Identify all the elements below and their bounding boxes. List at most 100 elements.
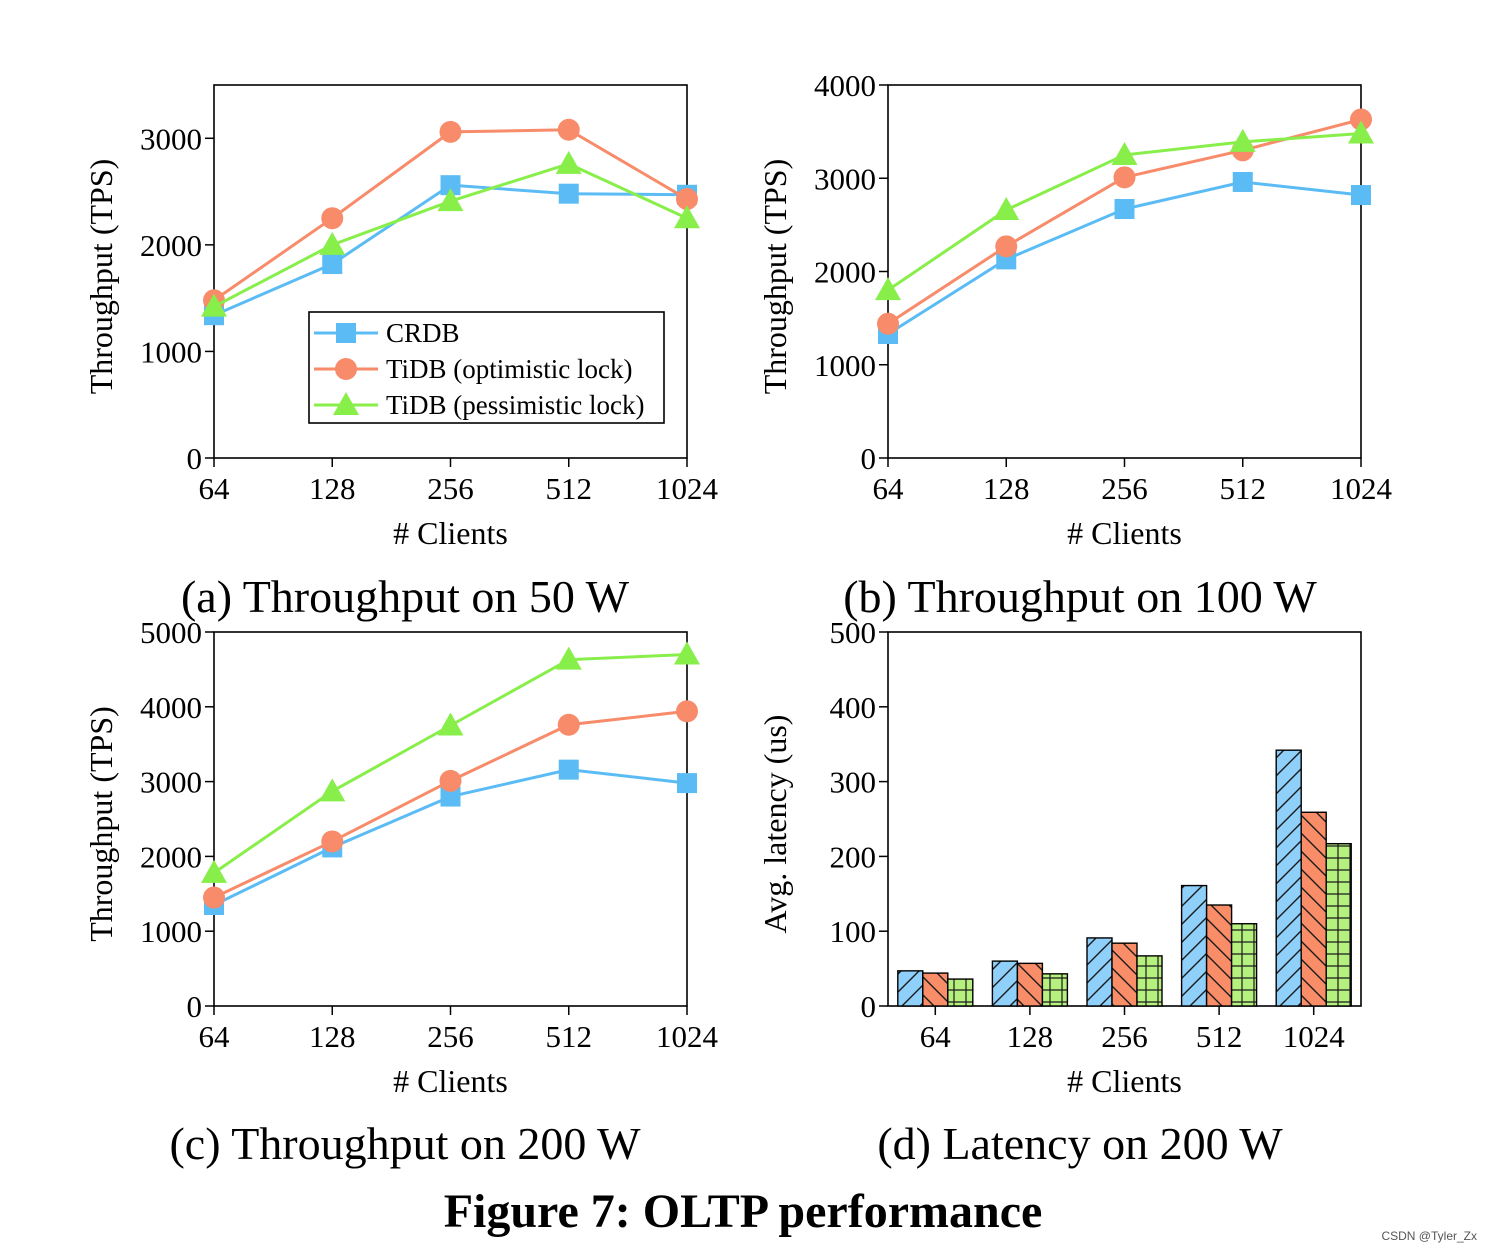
y-tick-label: 3000 (140, 765, 202, 800)
x-tick-label: 64 (199, 1019, 231, 1054)
y-tick-label: 5000 (140, 615, 202, 650)
x-tick-label: 64 (873, 471, 905, 506)
y-tick-label: 2000 (140, 839, 202, 874)
x-tick-label: 512 (546, 1019, 593, 1054)
series-tidb-pessimistic-lock (201, 150, 700, 317)
watermark: CSDN @Tyler_Zx (1381, 1229, 1477, 1243)
bar-crdb-1024 (1275, 749, 1302, 1007)
point-tidb-pessimistic-lock-256 (437, 188, 464, 212)
point-tidb-pessimistic-lock-128 (993, 196, 1020, 220)
x-tick-label: 1024 (656, 471, 719, 506)
y-axis-label: Throughput (TPS) (757, 159, 793, 395)
point-crdb-256 (440, 786, 461, 807)
point-tidb-pessimistic-lock-512 (555, 150, 582, 174)
x-tick-label: 1024 (1330, 471, 1393, 506)
point-tidb-optimistic-lock-128 (321, 207, 344, 230)
point-tidb-optimistic-lock-64 (877, 312, 899, 335)
y-tick-label: 3000 (140, 121, 202, 156)
point-tidb-optimistic-lock-64 (203, 886, 225, 909)
plot-area-frame (213, 631, 688, 1007)
bar-tidb-optimistic-lock-128 (1016, 962, 1044, 1007)
y-axis-label: Throughput (TPS) (83, 706, 119, 942)
bar-tidb-optimistic-lock-512 (1205, 904, 1233, 1007)
point-crdb-512 (1232, 171, 1253, 192)
point-crdb-128 (322, 254, 343, 275)
chart-d-latency-200w: 0 100 200 300 400 500 64 128 256 512 1024 # Clients… (757, 615, 1362, 1099)
caption-a: (a) Throughput on 50 W (181, 571, 630, 622)
plot-area-frame (887, 84, 1362, 459)
point-tidb-optimistic-lock-512 (557, 118, 580, 141)
y-tick-label: 200 (830, 839, 877, 874)
bar-tidb-optimistic-lock-64 (922, 972, 949, 1007)
x-axis-label: # Clients (393, 515, 508, 551)
caption-c: (c) Throughput on 200 W (169, 1118, 641, 1169)
x-tick-label: 128 (309, 471, 356, 506)
y-axis-label: Avg. latency (us) (757, 715, 793, 934)
x-tick-label: 128 (1007, 1019, 1054, 1054)
caption-b: (b) Throughput on 100 W (843, 571, 1317, 622)
y-tick-label: 300 (830, 765, 877, 800)
legend-label-tidb-optimistic-lock: TiDB (optimistic lock) (386, 354, 633, 384)
bar-tidb-pessimistic-lock-64 (947, 978, 974, 1007)
x-axis-label: # Clients (1067, 1063, 1182, 1099)
bar-crdb-256 (1086, 937, 1113, 1007)
x-tick-label: 512 (546, 471, 593, 506)
caption-d: (d) Latency on 200 W (877, 1118, 1283, 1169)
point-tidb-pessimistic-lock-64 (201, 859, 227, 883)
bar-crdb-64 (897, 970, 924, 1007)
legend-label-crdb: CRDB (386, 318, 460, 348)
y-axis-label: Throughput (TPS) (83, 159, 119, 395)
line-tidb-pessimistic-lock (213, 652, 688, 875)
y-tick-label: 1000 (140, 914, 202, 949)
point-crdb-256 (440, 175, 461, 196)
point-tidb-pessimistic-lock-1024 (674, 205, 700, 229)
y-tick-label: 400 (830, 690, 877, 725)
point-tidb-optimistic-lock-128 (995, 235, 1018, 258)
point-tidb-optimistic-lock-256 (439, 769, 462, 792)
x-tick-label: 64 (920, 1019, 952, 1054)
x-tick-label: 128 (309, 1019, 356, 1054)
point-crdb-1024 (677, 773, 697, 794)
series-tidb-pessimistic-lock (875, 120, 1374, 301)
series-tidb-optimistic-lock (203, 700, 698, 909)
bar-crdb-512 (1180, 884, 1208, 1007)
x-tick-label: 1024 (1283, 1019, 1346, 1054)
x-tick-label: 1024 (656, 1019, 719, 1054)
x-tick-label: 128 (983, 471, 1030, 506)
legend-marker-tidb-optimistic-lock (335, 358, 357, 380)
x-tick-label: 512 (1196, 1019, 1243, 1054)
x-tick-label: 256 (427, 471, 474, 506)
point-tidb-pessimistic-lock-256 (1111, 141, 1138, 165)
point-crdb-512 (558, 759, 579, 780)
y-tick-label: 1000 (140, 334, 202, 369)
bar-tidb-pessimistic-lock-256 (1136, 955, 1163, 1007)
y-tick-label: 3000 (814, 161, 876, 196)
point-tidb-optimistic-lock-128 (321, 830, 344, 853)
y-tick-label: 0 (187, 441, 203, 476)
x-tick-label: 256 (1101, 1019, 1148, 1054)
legend-marker-crdb (336, 323, 356, 343)
x-tick-label: 256 (1101, 471, 1148, 506)
legend: CRDB TiDB (optimistic lock) TiDB (pessimis… (308, 311, 665, 424)
bar-crdb-128 (991, 960, 1019, 1007)
x-axis-label: # Clients (1067, 515, 1182, 551)
y-tick-label: 0 (861, 989, 877, 1024)
x-axis-label: # Clients (393, 1063, 508, 1099)
chart-c-throughput-200w: 0 1000 2000 3000 4000 5000 64 128 256 512 1024 # Cl… (83, 615, 719, 1099)
series-tidb-pessimistic-lock (201, 641, 700, 883)
bar-tidb-optimistic-lock-256 (1111, 942, 1138, 1007)
y-tick-label: 4000 (814, 68, 876, 103)
line-tidb-optimistic-lock (213, 128, 688, 302)
point-tidb-pessimistic-lock-128 (319, 778, 346, 802)
x-tick-label: 256 (427, 1019, 474, 1054)
y-tick-label: 2000 (814, 255, 876, 290)
figure-title: Figure 7: OLTP performance (444, 1185, 1043, 1238)
legend-marker-tidb-pessimistic-lock (333, 392, 359, 415)
point-tidb-pessimistic-lock-512 (1229, 128, 1256, 152)
x-tick-label: 64 (199, 471, 231, 506)
point-tidb-optimistic-lock-256 (439, 120, 462, 143)
point-tidb-optimistic-lock-1024 (676, 188, 698, 211)
y-tick-label: 100 (830, 914, 877, 949)
point-tidb-optimistic-lock-1024 (1350, 108, 1372, 131)
